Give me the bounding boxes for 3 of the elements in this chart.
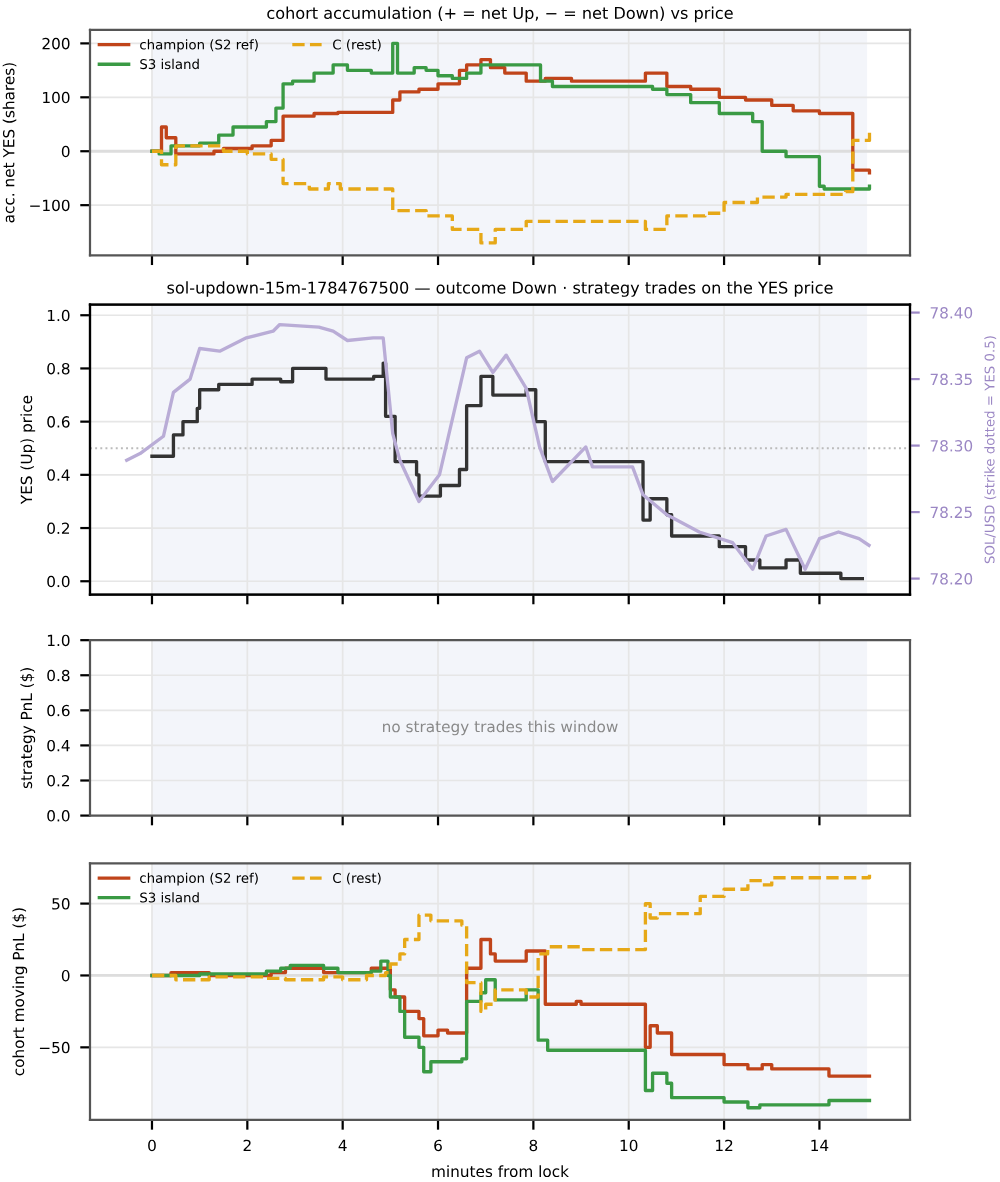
line-series	[125, 322, 871, 571]
chart-title: sol-updown-15m-1784767500 — outcome Down · strategy trades on the YES price	[167, 281, 833, 297]
chart-title: cohort accumulation (+ = net Up, − = net Down) vs price	[267, 6, 733, 23]
